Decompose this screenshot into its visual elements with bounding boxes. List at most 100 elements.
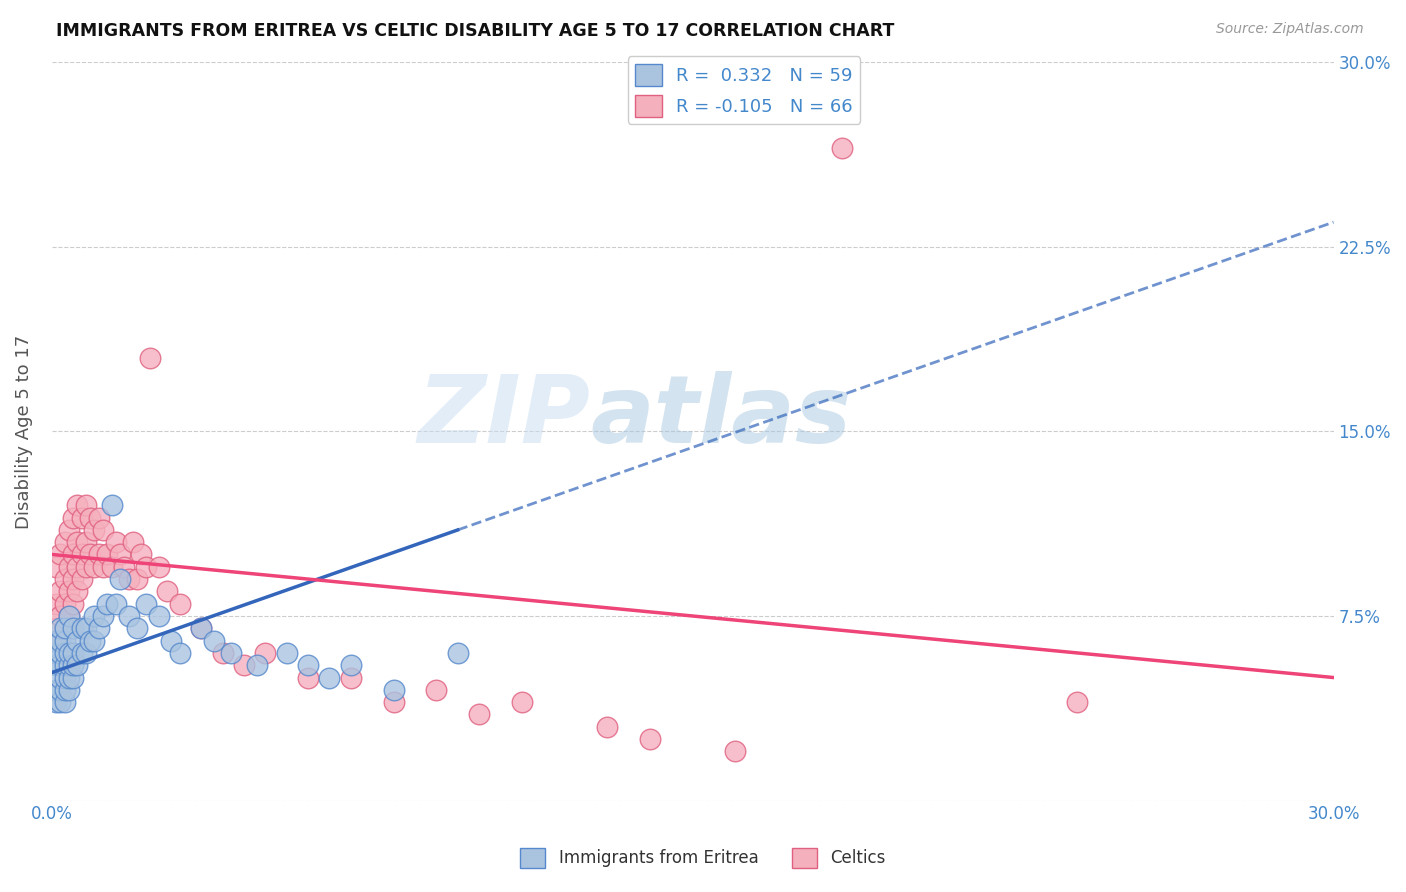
- Point: [75, 621, 97, 635]
- Point: [108, 548, 131, 562]
- Point: [190, 621, 212, 635]
- Point: [58, 523, 80, 537]
- Point: [297, 671, 319, 685]
- Point: [49, 658, 72, 673]
- Point: [148, 559, 170, 574]
- Text: atlas: atlas: [591, 370, 852, 463]
- Point: [83, 633, 105, 648]
- Point: [53, 621, 76, 635]
- Point: [276, 646, 298, 660]
- Point: [53, 572, 76, 586]
- Point: [112, 559, 135, 574]
- Point: [340, 671, 363, 685]
- Point: [53, 621, 76, 635]
- Point: [45, 621, 67, 635]
- Point: [156, 584, 179, 599]
- Point: [66, 559, 89, 574]
- Point: [122, 535, 145, 549]
- Point: [62, 658, 84, 673]
- Point: [87, 510, 110, 524]
- Point: [62, 572, 84, 586]
- Point: [135, 597, 157, 611]
- Point: [83, 523, 105, 537]
- Point: [108, 572, 131, 586]
- Point: [49, 633, 72, 648]
- Point: [49, 646, 72, 660]
- Legend: R =  0.332   N = 59, R = -0.105   N = 66: R = 0.332 N = 59, R = -0.105 N = 66: [627, 56, 860, 124]
- Point: [49, 671, 72, 685]
- Point: [118, 609, 141, 624]
- Point: [87, 548, 110, 562]
- Point: [45, 633, 67, 648]
- Point: [127, 572, 149, 586]
- Point: [58, 646, 80, 660]
- Point: [75, 646, 97, 660]
- Point: [45, 597, 67, 611]
- Point: [83, 559, 105, 574]
- Point: [62, 646, 84, 660]
- Point: [79, 548, 101, 562]
- Point: [70, 572, 93, 586]
- Point: [49, 548, 72, 562]
- Point: [62, 671, 84, 685]
- Point: [53, 535, 76, 549]
- Point: [104, 597, 127, 611]
- Point: [135, 559, 157, 574]
- Text: IMMIGRANTS FROM ERITREA VS CELTIC DISABILITY AGE 5 TO 17 CORRELATION CHART: IMMIGRANTS FROM ERITREA VS CELTIC DISABI…: [56, 22, 894, 40]
- Point: [246, 658, 269, 673]
- Point: [211, 646, 233, 660]
- Point: [638, 732, 661, 747]
- Point: [49, 682, 72, 697]
- Point: [382, 695, 405, 709]
- Point: [58, 658, 80, 673]
- Point: [100, 498, 122, 512]
- Point: [96, 597, 118, 611]
- Point: [49, 621, 72, 635]
- Point: [96, 548, 118, 562]
- Point: [75, 498, 97, 512]
- Point: [45, 695, 67, 709]
- Point: [233, 658, 256, 673]
- Point: [75, 535, 97, 549]
- Point: [53, 695, 76, 709]
- Point: [87, 621, 110, 635]
- Point: [91, 559, 114, 574]
- Point: [45, 559, 67, 574]
- Point: [100, 559, 122, 574]
- Point: [382, 682, 405, 697]
- Point: [91, 609, 114, 624]
- Point: [131, 548, 153, 562]
- Point: [58, 609, 80, 624]
- Point: [62, 510, 84, 524]
- Point: [79, 510, 101, 524]
- Point: [127, 621, 149, 635]
- Point: [1066, 695, 1088, 709]
- Point: [45, 658, 67, 673]
- Text: ZIP: ZIP: [418, 370, 591, 463]
- Point: [70, 646, 93, 660]
- Point: [66, 658, 89, 673]
- Point: [58, 584, 80, 599]
- Point: [70, 510, 93, 524]
- Point: [53, 646, 76, 660]
- Point: [62, 548, 84, 562]
- Point: [831, 141, 853, 155]
- Point: [104, 535, 127, 549]
- Point: [53, 682, 76, 697]
- Point: [66, 633, 89, 648]
- Point: [53, 597, 76, 611]
- Point: [66, 535, 89, 549]
- Point: [169, 597, 191, 611]
- Point: [75, 559, 97, 574]
- Point: [49, 584, 72, 599]
- Point: [91, 523, 114, 537]
- Point: [58, 682, 80, 697]
- Point: [83, 609, 105, 624]
- Point: [297, 658, 319, 673]
- Point: [446, 646, 468, 660]
- Point: [596, 720, 619, 734]
- Point: [62, 597, 84, 611]
- Point: [254, 646, 277, 660]
- Point: [66, 584, 89, 599]
- Legend: Immigrants from Eritrea, Celtics: Immigrants from Eritrea, Celtics: [513, 841, 893, 875]
